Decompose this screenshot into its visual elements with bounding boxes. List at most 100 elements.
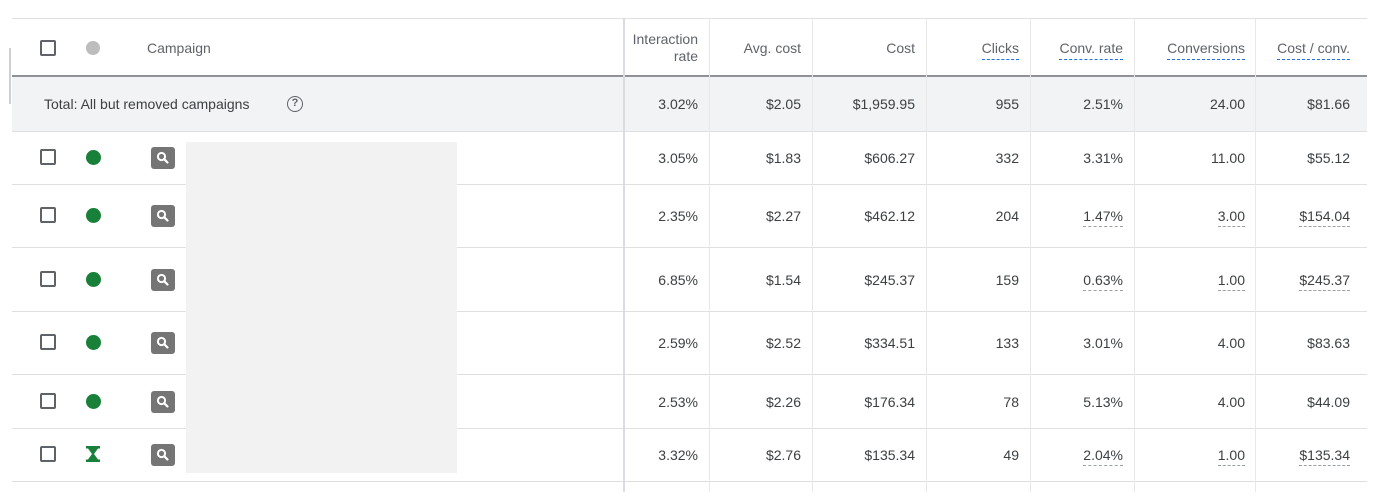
table-top-border xyxy=(12,18,1367,19)
conv-rate-cell: 5.13% xyxy=(1083,394,1123,410)
row-divider xyxy=(12,131,1367,132)
row-divider xyxy=(12,481,1367,482)
column-header-avg-cost[interactable]: Avg. cost xyxy=(743,40,801,56)
clicks-cell: 332 xyxy=(995,150,1019,166)
cost-per-conv-value[interactable]: $154.04 xyxy=(1299,208,1350,227)
conv-rate-cell: 1.47% xyxy=(1010,208,1123,227)
conv-rate-cell: 3.01% xyxy=(1083,335,1123,351)
search-campaign-icon xyxy=(151,205,175,227)
cost-per-conv-cell: $55.12 xyxy=(1307,150,1350,166)
column-header-conversions[interactable]: Conversions xyxy=(1130,40,1245,60)
avg-cost-cell: $2.27 xyxy=(765,208,801,224)
cost-per-conv-cell: $245.37 xyxy=(1250,272,1350,291)
conv-rate-value[interactable]: 2.04% xyxy=(1083,447,1123,466)
column-divider xyxy=(812,18,813,492)
green-circle-icon[interactable] xyxy=(86,335,101,350)
search-campaign-icon xyxy=(151,269,175,291)
search-campaign-icon xyxy=(151,332,175,354)
green-circle-icon[interactable] xyxy=(86,150,101,165)
redacted-campaign-names xyxy=(186,142,457,473)
conv-rate-cell: 0.63% xyxy=(1010,272,1123,291)
column-header-campaign[interactable]: Campaign xyxy=(147,40,211,56)
total-cost: $1,959.95 xyxy=(852,96,915,112)
row-divider xyxy=(12,428,1367,429)
row-divider xyxy=(12,247,1367,248)
cost-per-conv-value[interactable]: $135.34 xyxy=(1299,447,1350,466)
green-circle-icon[interactable] xyxy=(86,272,101,287)
conversions-header-label: Conversions xyxy=(1167,40,1245,60)
conv-rate-value[interactable]: 0.63% xyxy=(1083,272,1123,291)
interaction-rate-cell: 6.85% xyxy=(658,272,698,288)
cost-per-conv-header-label: Cost / conv. xyxy=(1277,40,1350,60)
row-checkbox[interactable] xyxy=(40,149,56,165)
interaction-rate-cell: 2.35% xyxy=(658,208,698,224)
cost-cell: $135.34 xyxy=(864,447,915,463)
column-header-cost[interactable]: Cost xyxy=(886,40,915,56)
clicks-cell: 133 xyxy=(995,335,1019,351)
conversions-cell: 3.00 xyxy=(1130,208,1245,227)
conversions-value[interactable]: 3.00 xyxy=(1217,208,1245,227)
conversions-cell: 4.00 xyxy=(1217,394,1245,410)
row-checkbox[interactable] xyxy=(40,271,56,287)
conversions-cell: 4.00 xyxy=(1217,335,1245,351)
conversions-value[interactable]: 1.00 xyxy=(1217,272,1245,291)
avg-cost-cell: $1.83 xyxy=(765,150,801,166)
cost-cell: $606.27 xyxy=(864,150,915,166)
total-conversions: 24.00 xyxy=(1209,96,1245,112)
row-checkbox[interactable] xyxy=(40,393,56,409)
interaction-rate-header-line1: Interaction xyxy=(632,31,698,47)
interaction-rate-cell: 3.05% xyxy=(658,150,698,166)
column-divider xyxy=(1030,18,1031,492)
avg-cost-cell: $2.52 xyxy=(765,335,801,351)
cost-per-conv-cell: $154.04 xyxy=(1250,208,1350,227)
cost-per-conv-value[interactable]: $245.37 xyxy=(1299,272,1350,291)
status-header-icon[interactable] xyxy=(86,41,100,55)
conv-rate-header-label: Conv. rate xyxy=(1059,40,1123,60)
search-campaign-icon xyxy=(151,391,175,413)
frozen-column-separator[interactable] xyxy=(623,18,625,492)
cost-cell: $334.51 xyxy=(864,335,915,351)
select-all-checkbox[interactable] xyxy=(40,40,56,56)
cost-per-conv-cell: $44.09 xyxy=(1307,394,1350,410)
total-cost-per-conv: $81.66 xyxy=(1307,96,1350,112)
total-label: Total: All but removed campaigns xyxy=(44,96,250,112)
total-conv-rate: 2.51% xyxy=(1083,96,1123,112)
interaction-rate-header-line2: rate xyxy=(673,48,698,64)
clicks-cell: 159 xyxy=(995,272,1019,288)
conversions-value[interactable]: 1.00 xyxy=(1217,447,1245,466)
row-checkbox[interactable] xyxy=(40,207,56,223)
row-divider xyxy=(12,374,1367,375)
conv-rate-value[interactable]: 1.47% xyxy=(1083,208,1123,227)
search-campaign-icon xyxy=(151,444,175,466)
column-header-conv-rate[interactable]: Conv. rate xyxy=(1010,40,1123,60)
green-hourglass-icon[interactable] xyxy=(86,446,100,462)
column-header-interaction-rate[interactable]: Interaction rate xyxy=(598,31,698,65)
column-header-cost-per-conv[interactable]: Cost / conv. xyxy=(1250,40,1350,60)
column-divider xyxy=(709,18,710,492)
total-interaction-rate: 3.02% xyxy=(658,96,698,112)
conv-rate-cell: 2.04% xyxy=(1010,447,1123,466)
cost-per-conv-cell: $83.63 xyxy=(1307,335,1350,351)
interaction-rate-cell: 2.53% xyxy=(658,394,698,410)
cost-cell: $245.37 xyxy=(864,272,915,288)
avg-cost-cell: $2.26 xyxy=(765,394,801,410)
row-checkbox[interactable] xyxy=(40,446,56,462)
clicks-cell: 49 xyxy=(1003,447,1019,463)
search-campaign-icon xyxy=(151,147,175,169)
row-checkbox[interactable] xyxy=(40,334,56,350)
total-row-background xyxy=(12,77,1367,131)
cost-cell: $462.12 xyxy=(864,208,915,224)
clicks-header-label: Clicks xyxy=(981,40,1019,60)
green-circle-icon[interactable] xyxy=(86,208,101,223)
conversions-cell: 11.00 xyxy=(1211,150,1245,166)
conversions-cell: 1.00 xyxy=(1130,447,1245,466)
clicks-cell: 78 xyxy=(1003,394,1019,410)
green-circle-icon[interactable] xyxy=(86,394,101,409)
cost-per-conv-cell: $135.34 xyxy=(1250,447,1350,466)
column-header-clicks[interactable]: Clicks xyxy=(918,40,1019,60)
help-icon[interactable]: ? xyxy=(287,96,303,112)
column-divider xyxy=(1134,18,1135,492)
frozen-edge-marker xyxy=(9,48,11,104)
header-bottom-border xyxy=(12,75,1367,77)
avg-cost-cell: $1.54 xyxy=(765,272,801,288)
